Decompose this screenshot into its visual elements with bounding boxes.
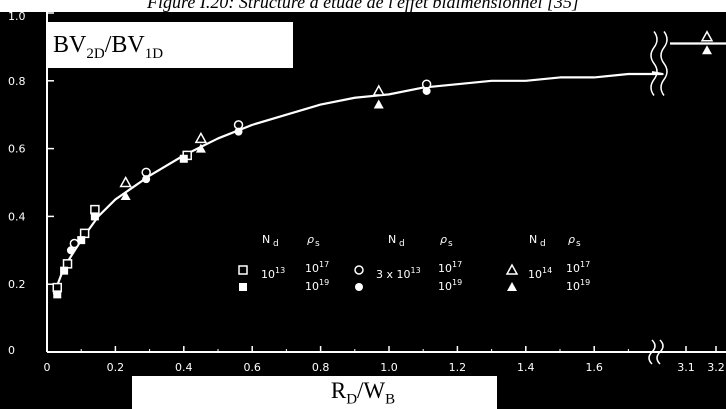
legend-rho-value: 1019 [438,278,462,293]
triangle-open-marker [372,84,386,96]
x-tick-label: 0.4 [175,361,193,374]
triangle-filled-marker [120,191,131,201]
square-open-marker [238,265,248,275]
x-label-background [132,376,497,409]
x-label-sep: / [357,378,364,403]
x-tick-label: 0.2 [107,361,125,374]
triangle-filled-marker [373,99,384,109]
x-label-sub2: B [385,391,396,408]
triangle-open-marker [700,30,714,42]
fit-curve [52,31,726,295]
legend-header-nd-sub: d [399,239,405,249]
x-tick-label: 3.1 [677,361,695,374]
data-points [52,30,714,299]
y-label-sub2: 1D [144,45,164,62]
legend-rho-value: 1017 [438,260,462,275]
triangle-open-marker [194,131,208,144]
legend-header-rho-sub: s [576,239,581,249]
legend-rho-value: 1017 [305,260,329,275]
tick-labels: 0 0.2 0.4 0.6 0.8 1.0 0 0.2 0.4 0.6 0.8 1.0 1.2 1.4 1.… [8,10,725,374]
x-tick-label: 0.6 [243,361,261,374]
legend-header-rho-sub: s [315,239,320,249]
x-tick-label: 0 [44,361,51,374]
x-tick-label: 0.8 [312,361,330,374]
legend-header-nd-sub: d [273,239,279,249]
triangle-open-marker [505,263,519,275]
curve-break-mark [660,31,668,96]
circle-filled-marker [66,246,75,255]
figure-caption: Figure I.20: Structure à étude de l'effe… [0,0,726,12]
circle-open-marker [69,238,80,249]
y-tick-label: 0.2 [8,278,26,291]
square-filled-marker [239,283,247,291]
y-label-base2: BV [111,32,145,58]
legend-header-rho: ρ [307,233,314,246]
y-tick-label: 1.0 [8,10,26,23]
square-filled-marker [179,154,188,163]
x-break-mark [656,339,664,365]
y-label-sep: / [104,32,112,58]
triangle-filled-marker [507,282,517,291]
triangle-filled-marker [195,143,206,153]
x-tick-label: 1.4 [517,361,535,374]
fit-curve-line [52,70,664,295]
x-tick-label: 1.0 [380,361,398,374]
y-label-base1: BV [53,32,87,58]
legend-nd-value: 1013 [261,266,285,281]
legend-rho-value: 1019 [305,278,329,293]
legend-header-rho-sub: s [448,239,453,249]
legend-header-rho: ρ [568,233,575,246]
square-filled-marker [60,266,69,275]
circle-filled-marker [234,127,243,136]
legend-nd-value: 3 x 1013 [376,266,421,281]
circle-filled-marker [142,175,151,184]
square-filled-marker [53,290,62,299]
y-axis-label: BV2D/BV1D [47,22,293,68]
legend-header-rho: ρ [440,233,447,246]
x-axis-label: RD/WB [0,378,726,409]
square-filled-marker [90,212,99,221]
legend-header-nd: N [262,233,270,246]
x-label-sub1: D [346,391,358,408]
legend-header-nd: N [388,233,396,246]
square-filled-marker [77,236,86,245]
circle-filled-marker [355,283,363,291]
legend-header-nd: N [529,233,537,246]
x-tick-label: 1.2 [449,361,467,374]
y-label-sub1: 2D [86,45,105,62]
curve-break-mark [650,31,658,96]
triangle-filled-marker [702,45,712,55]
legend-rho-value: 1019 [566,278,590,293]
x-label-base1: R [330,378,347,403]
y-tick-label: 0 [8,344,15,357]
circle-open-marker [354,265,364,275]
x-label-base2: W [363,378,386,403]
x-break-mark [648,339,656,365]
caption-text: Figure I.20: Structure à étude de l'effe… [147,0,579,12]
y-tick-label: 0.4 [8,210,26,223]
legend-nd-value: 1014 [528,266,552,281]
legend-header-nd-sub: d [540,239,546,249]
axes [46,12,726,365]
y-tick-label: 0.6 [8,143,26,156]
triangle-open-marker [119,175,132,188]
y-tick-label: 0.8 [8,75,26,88]
circle-filled-marker [422,86,431,95]
legend-rho-value: 1017 [566,260,590,275]
x-tick-label: 3.2 [707,361,725,374]
x-tick-label: 1.6 [585,361,603,374]
